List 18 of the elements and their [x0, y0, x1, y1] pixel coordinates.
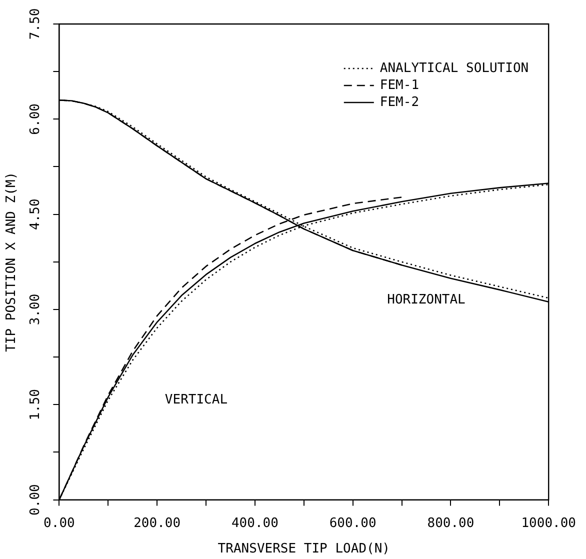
x-tick-label: 0.00: [44, 516, 75, 531]
legend-label: FEM-1: [380, 78, 420, 93]
annotation: VERTICAL: [164, 392, 228, 408]
y-axis-title: TIP POSITION X AND Z(M): [4, 172, 20, 352]
y-tick-label: 4.50: [28, 198, 43, 230]
y-tick-label: 7.50: [28, 8, 43, 40]
y-tick-label: 3.00: [28, 294, 43, 326]
y-tick-label: 1.50: [28, 388, 43, 420]
legend-label: FEM-2: [380, 94, 420, 110]
x-tick-label: 400.00: [231, 516, 278, 531]
x-tick-label: 600.00: [329, 516, 376, 531]
annotation: HORIZONTAL: [387, 292, 466, 308]
x-tick-label: 200.00: [134, 516, 181, 531]
x-tick-label: 800.00: [427, 516, 474, 531]
legend-label: ANALYTICAL SOLUTION: [380, 60, 529, 76]
x-tick-label: 1000.00: [521, 516, 576, 531]
y-tick-label: 6.00: [28, 104, 43, 135]
x-axis-title: TRANSVERSE TIP LOAD(N): [218, 542, 390, 557]
